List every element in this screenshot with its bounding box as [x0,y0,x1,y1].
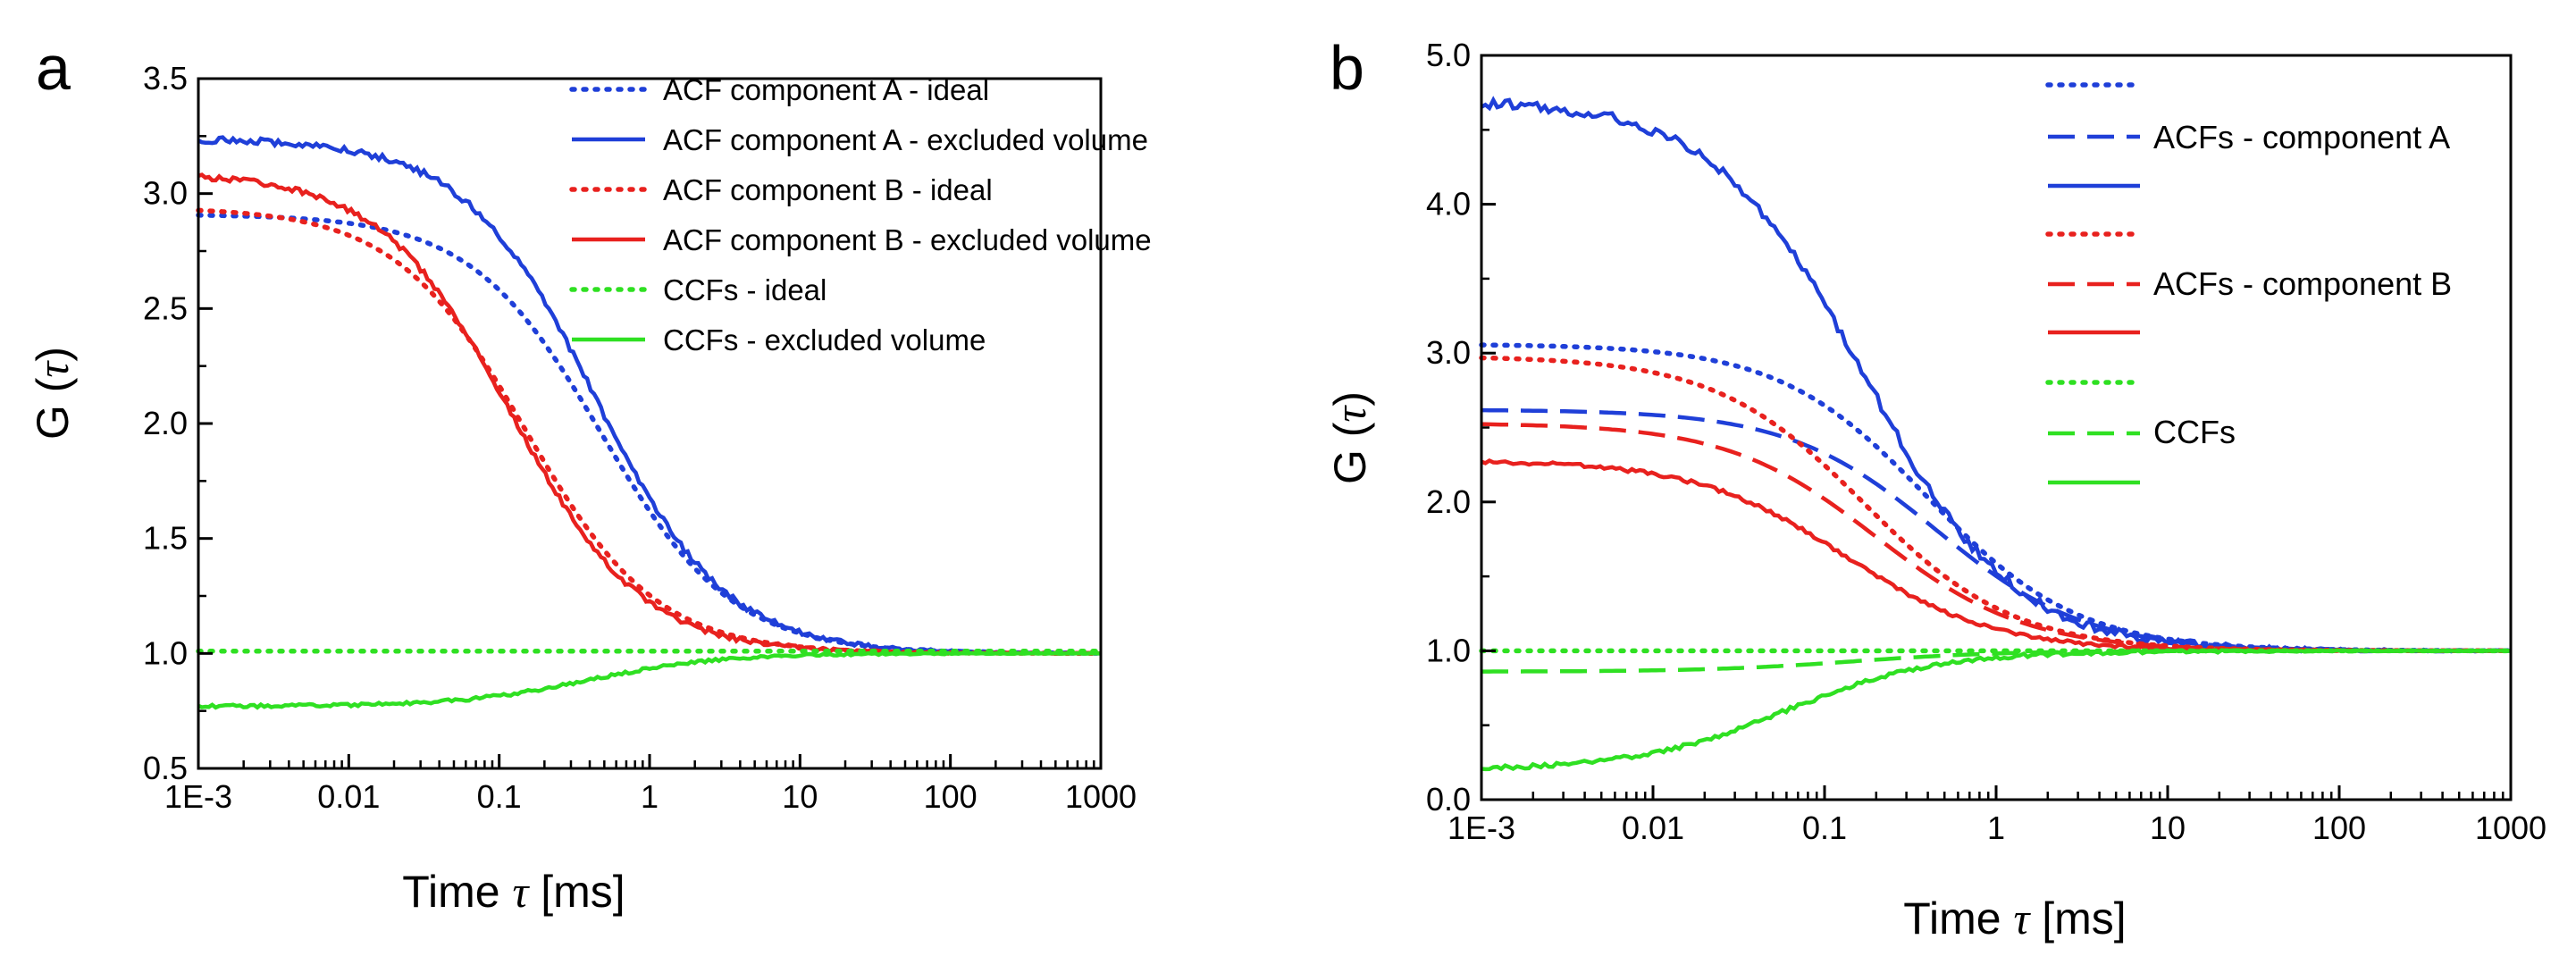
y-tick-label: 2.0 [1426,483,1471,520]
legend-label: CCFs - excluded volume [663,323,986,356]
legend-label: CCFs [2153,414,2236,450]
series-line-blue-dotted [196,213,1103,656]
x-tick-label: 1000 [2475,809,2547,846]
x-axis-label: Time [402,867,499,917]
y-tick-label: 5.0 [1426,37,1471,73]
x-tick-label: 1 [1987,809,2005,846]
x-axis-title-a: Time τ [ms] [402,867,625,917]
y-axis-label: G [1325,449,1375,484]
series-line-blue-dotted [1479,342,2513,654]
x-axis-unit: [ms] [541,867,625,917]
series-line-green-solid [1481,648,2512,772]
y-axis-title-b: G (τ) [1325,391,1375,484]
series-line-red-dashed [1481,422,2511,653]
y-axis-label: G [28,405,78,440]
x-tick-label: 100 [924,778,978,815]
x-tick-labels-a: 1E-3 0.01 0.1 1 10 100 1000 [164,778,1137,815]
y-axis-symbol: τ [28,360,78,378]
panel-label-b: b [1330,33,1364,103]
series-layer-b [1479,96,2513,772]
series-line-green-dashed [1481,649,2511,674]
x-axis-unit: [ms] [2042,893,2126,944]
legend-a: ACF component A - ideal ACF component A … [569,73,1152,356]
y-tick-label: 4.0 [1426,186,1471,222]
y-tick-label: 1.0 [1426,632,1471,668]
series-line-blue-solid [197,135,1102,656]
legend-b: ACFs - component A ACFs - component B CC… [2045,82,2452,485]
y-tick-label: 3.0 [143,175,188,212]
panel-label-a: a [36,33,71,103]
x-tick-label: 1 [641,778,659,815]
y-tick-labels-a: 0.5 1.0 1.5 2.0 2.5 3.0 3.5 [143,60,188,786]
x-tick-label: 0.1 [1802,809,1847,846]
panel-b: b 1E-3 0.01 0.1 1 10 100 1000 0.0 1.0 2.0 3.0 4.0 5… [1325,33,2547,944]
x-tick-label: 10 [782,778,818,815]
series-line-red-dotted [196,207,1103,657]
x-tick-labels-b: 1E-3 0.01 0.1 1 10 100 1000 [1447,809,2547,846]
y-tick-labels-b: 0.0 1.0 2.0 3.0 4.0 5.0 [1426,37,1471,818]
panel-a: a 1E-3 0.01 0.1 1 10 100 1000 0.5 1.0 1.5 2.0 2.5 3… [28,33,1152,917]
series-layer-a [196,135,1103,710]
x-tick-label: 1E-3 [164,778,232,815]
tick-marks-a [197,77,1103,770]
x-tick-label: 1000 [1065,778,1137,815]
x-tick-label: 0.01 [317,778,380,815]
x-tick-label: 1E-3 [1447,809,1515,846]
y-tick-label: 1.0 [143,634,188,671]
legend-label: CCFs - ideal [663,273,827,306]
legend-label: ACF component A - excluded volume [663,123,1148,156]
legend-label: ACF component A - ideal [663,73,989,106]
x-tick-label: 100 [2312,809,2366,846]
series-line-blue-solid [1480,96,2512,654]
legend-label: ACF component B - ideal [663,173,993,206]
y-tick-label: 3.0 [1426,334,1471,371]
series-line-green-solid [197,650,1101,710]
x-tick-label: 0.01 [1622,809,1684,846]
series-line-red-solid [1481,457,2512,653]
x-axis-label: Time [1903,893,2001,944]
x-axis-title-b: Time τ [ms] [1903,893,2126,944]
tick-marks-b [1480,54,2513,801]
legend-label: ACFs - component A [2153,119,2450,155]
y-tick-label: 2.5 [143,289,188,326]
y-tick-label: 3.5 [143,60,188,96]
y-tick-label: 1.5 [143,520,188,557]
y-axis-symbol: τ [1325,405,1375,423]
y-tick-label: 2.0 [143,405,188,441]
y-tick-label: 0.5 [143,750,188,786]
legend-label: ACFs - component B [2153,265,2452,302]
x-axis-symbol: τ [512,867,530,917]
x-tick-label: 0.1 [477,778,522,815]
x-axis-symbol: τ [2013,893,2031,944]
x-tick-label: 10 [2150,809,2186,846]
y-tick-label: 0.0 [1426,781,1471,818]
plot-frame-b [1480,54,2513,801]
legend-label: ACF component B - excluded volume [663,223,1152,256]
series-line-red-dotted [1479,355,2513,654]
y-axis-title-a: G (τ) [28,347,78,440]
